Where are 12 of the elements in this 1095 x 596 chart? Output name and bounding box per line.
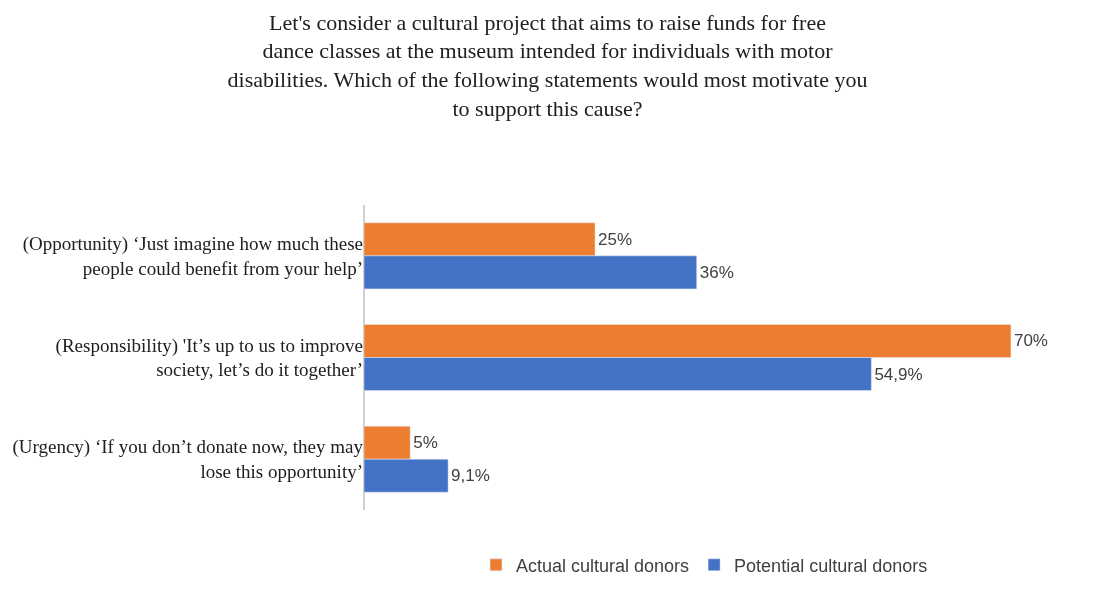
data-label: 9,1% [451,466,490,486]
legend-label: Potential cultural donors [734,555,928,576]
data-label: 70% [1013,331,1048,351]
legend-label: Actual cultural donors [516,555,690,576]
data-label: 25% [598,229,633,249]
data-label: 54,9% [874,364,923,384]
data-label: 5% [413,433,438,453]
y-tick-label: (Urgency) ‘If you don’t donate now, they may lose this opportunity’ [12,436,364,483]
y-tick-label: (Responsibility) 'It’s up to us to improve society, let’s do it together’ [55,334,363,381]
chart-title: Let's consider a cultural project that aims to raise funds for free dance classes at the museum intended for individuals with motor disabilities. Which of the following statements would most motivate you to support this cause? [227,9,868,121]
y-tick-label: (Opportunity) ‘Just imagine how much these people could benefit from your help’ [22,233,363,279]
data-label: 36% [699,262,734,282]
